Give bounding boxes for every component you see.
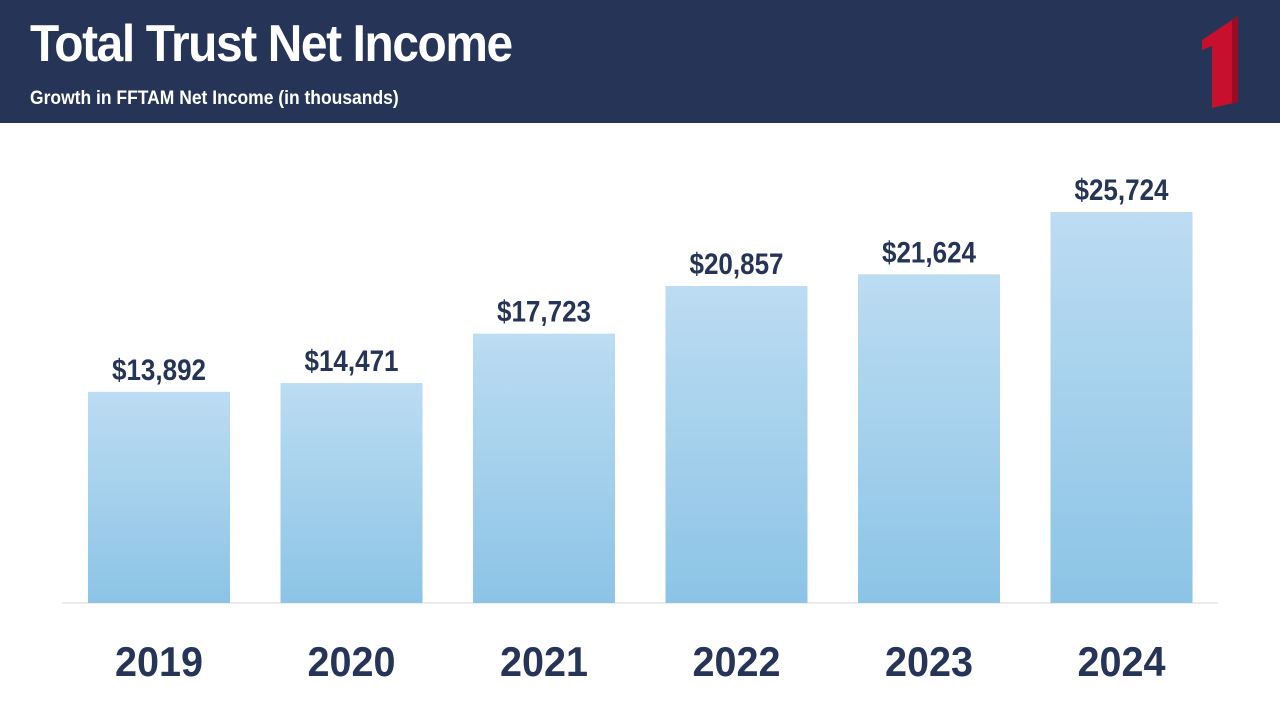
category-label-2020: 2020 xyxy=(308,638,396,685)
data-label-2022: $20,857 xyxy=(690,248,784,281)
bar-2021 xyxy=(473,333,615,603)
page-subtitle: Growth in FFTAM Net Income (in thousands… xyxy=(30,88,399,109)
data-label-2019: $13,892 xyxy=(112,354,206,387)
data-label-2020: $14,471 xyxy=(305,345,399,378)
bar-2022 xyxy=(665,285,808,603)
bar-2023 xyxy=(858,274,1000,603)
category-label-2022: 2022 xyxy=(693,638,781,685)
bar-2019 xyxy=(88,391,230,603)
red-number-one-logo-icon xyxy=(1202,16,1238,108)
bar-2020 xyxy=(280,383,423,603)
category-label-2019: 2019 xyxy=(115,638,203,685)
category-labels-group: 2019 2020 2021 2022 2023 2024 xyxy=(115,638,1166,685)
bars-group xyxy=(88,212,1193,603)
data-label-2023: $21,624 xyxy=(882,236,976,269)
data-label-2024: $25,724 xyxy=(1075,174,1169,207)
data-label-2021: $17,723 xyxy=(497,296,591,329)
category-label-2021: 2021 xyxy=(500,638,588,685)
header-bar: Total Trust Net Income Growth in FFTAM N… xyxy=(0,0,1280,123)
bar-chart: $13,892 $14,471 $17,723 $20,857 $21,624 $25,7… xyxy=(62,174,1218,685)
data-labels-group: $13,892 $14,471 $17,723 $20,857 $21,624 $25,7… xyxy=(112,174,1169,387)
page-title: Total Trust Net Income xyxy=(30,15,513,73)
category-label-2024: 2024 xyxy=(1078,638,1167,685)
category-label-2023: 2023 xyxy=(885,638,973,685)
bar-2024 xyxy=(1050,212,1193,603)
